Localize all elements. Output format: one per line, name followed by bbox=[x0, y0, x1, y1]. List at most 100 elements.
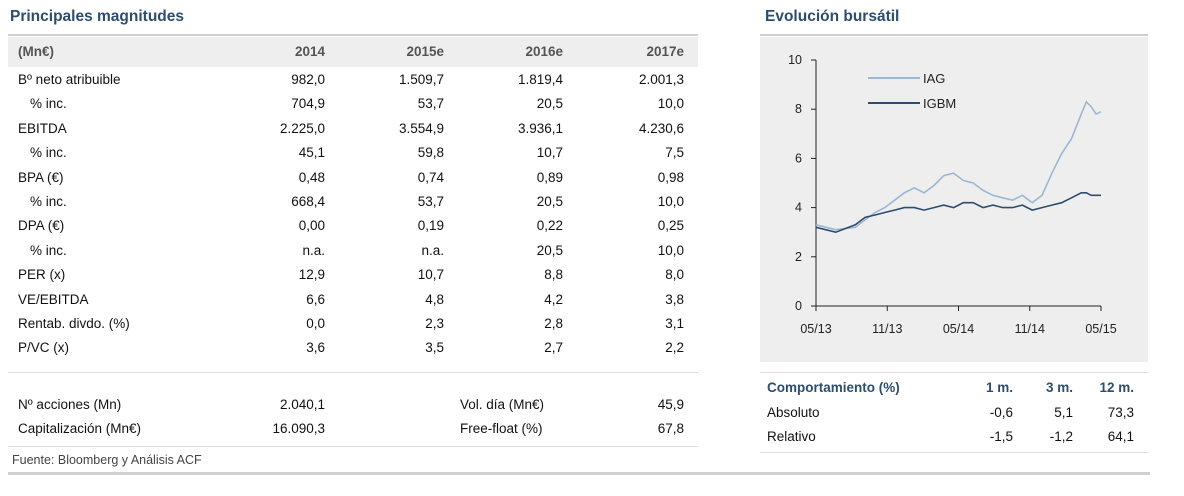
row-value: 2,7 bbox=[544, 340, 563, 356]
y-tick-label: 10 bbox=[788, 53, 802, 67]
row-value: 1.509,7 bbox=[398, 72, 444, 87]
chart-title-underline bbox=[760, 34, 1148, 36]
plot-area bbox=[816, 60, 1101, 306]
header-unit: (Mn€) bbox=[18, 44, 54, 59]
row-value: 4,2 bbox=[544, 291, 563, 307]
row-value: 2,2 bbox=[665, 340, 684, 356]
row-value: 59,8 bbox=[417, 145, 444, 161]
row-label: VE/EBITDA bbox=[18, 291, 89, 307]
behaviour-header-period: 12 m. bbox=[1099, 380, 1134, 395]
source-note: Fuente: Bloomberg y Análisis ACF bbox=[12, 453, 202, 467]
row-value: 3,8 bbox=[665, 291, 684, 307]
behaviour-row-value: 5,1 bbox=[1054, 405, 1073, 420]
row-value: 53,7 bbox=[417, 96, 444, 112]
row-value: 668,4 bbox=[291, 194, 325, 209]
header-year: 2016e bbox=[525, 44, 563, 59]
row-value: 6,6 bbox=[306, 291, 325, 307]
row-value: 0,00 bbox=[298, 218, 325, 234]
row-value: n.a. bbox=[421, 242, 444, 258]
row-value: 3,1 bbox=[665, 316, 684, 331]
summary-value: 16.090,3 bbox=[272, 421, 325, 436]
row-value: 0,74 bbox=[417, 169, 444, 185]
row-value: 3,5 bbox=[425, 340, 444, 356]
header-year: 2017e bbox=[646, 44, 684, 59]
y-tick-label: 2 bbox=[795, 250, 802, 264]
behaviour-row-value: -0,6 bbox=[989, 405, 1013, 420]
behaviour-row-value: -1,5 bbox=[989, 429, 1013, 444]
y-tick-label: 4 bbox=[795, 201, 802, 215]
bottom-rule bbox=[8, 472, 1150, 475]
row-value: 0,48 bbox=[298, 169, 325, 185]
summary-value: 2.040,1 bbox=[279, 397, 325, 412]
summary-label: Nº acciones (Mn) bbox=[18, 397, 122, 412]
y-tick-label: 8 bbox=[795, 102, 802, 116]
behaviour-row-value: -1,2 bbox=[1049, 429, 1073, 444]
summary-value-2: 45,9 bbox=[657, 397, 684, 412]
row-value: 20,5 bbox=[536, 242, 563, 258]
row-value: 10,0 bbox=[657, 96, 684, 112]
row-value: 2,8 bbox=[544, 316, 563, 331]
row-value: 3,6 bbox=[306, 340, 325, 356]
row-value: 704,9 bbox=[291, 96, 325, 112]
row-label: Bº neto atribuible bbox=[18, 72, 121, 87]
legend-label: IAG bbox=[923, 71, 945, 86]
row-value: 0,25 bbox=[657, 218, 684, 234]
row-value: n.a. bbox=[302, 242, 325, 258]
row-value: 20,5 bbox=[536, 96, 563, 112]
chart-title: Evolución bursátil bbox=[765, 8, 900, 25]
row-label: EBITDA bbox=[18, 120, 67, 136]
row-label: % inc. bbox=[30, 194, 67, 209]
series-line-iag bbox=[815, 100, 1102, 231]
row-label: DPA (€) bbox=[18, 218, 65, 234]
row-value: 0,22 bbox=[536, 218, 563, 234]
summary-label-2: Vol. día (Mn€) bbox=[460, 397, 545, 412]
row-value: 2,3 bbox=[425, 316, 444, 331]
row-label: BPA (€) bbox=[18, 169, 64, 185]
row-value: 3.936,1 bbox=[517, 120, 563, 136]
summary-label: Capitalización (Mn€) bbox=[18, 421, 142, 436]
row-value: 12,9 bbox=[298, 267, 325, 283]
row-value: 7,5 bbox=[665, 145, 684, 161]
behaviour-top-rule bbox=[760, 372, 1148, 373]
row-value: 3.554,9 bbox=[398, 120, 444, 136]
behaviour-header-period: 3 m. bbox=[1045, 380, 1073, 395]
x-tick-label: 05/15 bbox=[1085, 322, 1116, 336]
row-label: % inc. bbox=[30, 145, 67, 161]
header-year: 2014 bbox=[294, 44, 325, 59]
row-value: 0,89 bbox=[536, 169, 563, 185]
stock-chart: 0 2 4 6 8 10 05/13 11/13 05/14 11/14 05/15 IAG IGBM bbox=[788, 53, 1117, 336]
row-value: 0,0 bbox=[306, 316, 325, 331]
behaviour-header-label: Comportamiento (%) bbox=[767, 380, 900, 395]
behaviour-header-period: 1 m. bbox=[985, 380, 1013, 395]
row-value: 8,8 bbox=[544, 267, 563, 283]
source-separator bbox=[8, 446, 698, 447]
summary-label-2: Free-float (%) bbox=[460, 421, 543, 436]
behaviour-row-value: 64,1 bbox=[1107, 429, 1134, 444]
row-value: 1.819,4 bbox=[517, 72, 563, 87]
row-value: 982,0 bbox=[291, 72, 325, 87]
series-line-igbm bbox=[815, 192, 1101, 234]
row-label: Rentab. divdo. (%) bbox=[18, 316, 130, 331]
x-tick-label: 11/13 bbox=[872, 322, 902, 336]
legend-label: IGBM bbox=[923, 96, 956, 111]
row-value: 4.230,6 bbox=[638, 120, 684, 136]
row-value: 10,7 bbox=[417, 267, 444, 283]
row-value: 8,0 bbox=[665, 267, 684, 283]
table-header-band bbox=[8, 37, 698, 67]
row-value: 10,7 bbox=[536, 145, 563, 161]
row-value: 10,0 bbox=[657, 194, 684, 209]
row-label: % inc. bbox=[30, 96, 67, 112]
behaviour-bottom-rule bbox=[760, 452, 1148, 453]
row-value: 2.001,3 bbox=[638, 72, 684, 87]
behaviour-row-label: Relativo bbox=[767, 429, 816, 444]
row-value: 53,7 bbox=[417, 194, 444, 209]
row-value: 20,5 bbox=[536, 194, 563, 209]
header-year: 2015e bbox=[406, 44, 444, 59]
x-tick-label: 05/13 bbox=[800, 322, 831, 336]
title-underline bbox=[8, 34, 698, 36]
row-value: 2.225,0 bbox=[279, 120, 325, 136]
row-value: 45,1 bbox=[298, 145, 325, 161]
row-value: 4,8 bbox=[425, 291, 444, 307]
y-tick-label: 6 bbox=[795, 151, 802, 165]
row-value: 0,19 bbox=[417, 218, 444, 234]
